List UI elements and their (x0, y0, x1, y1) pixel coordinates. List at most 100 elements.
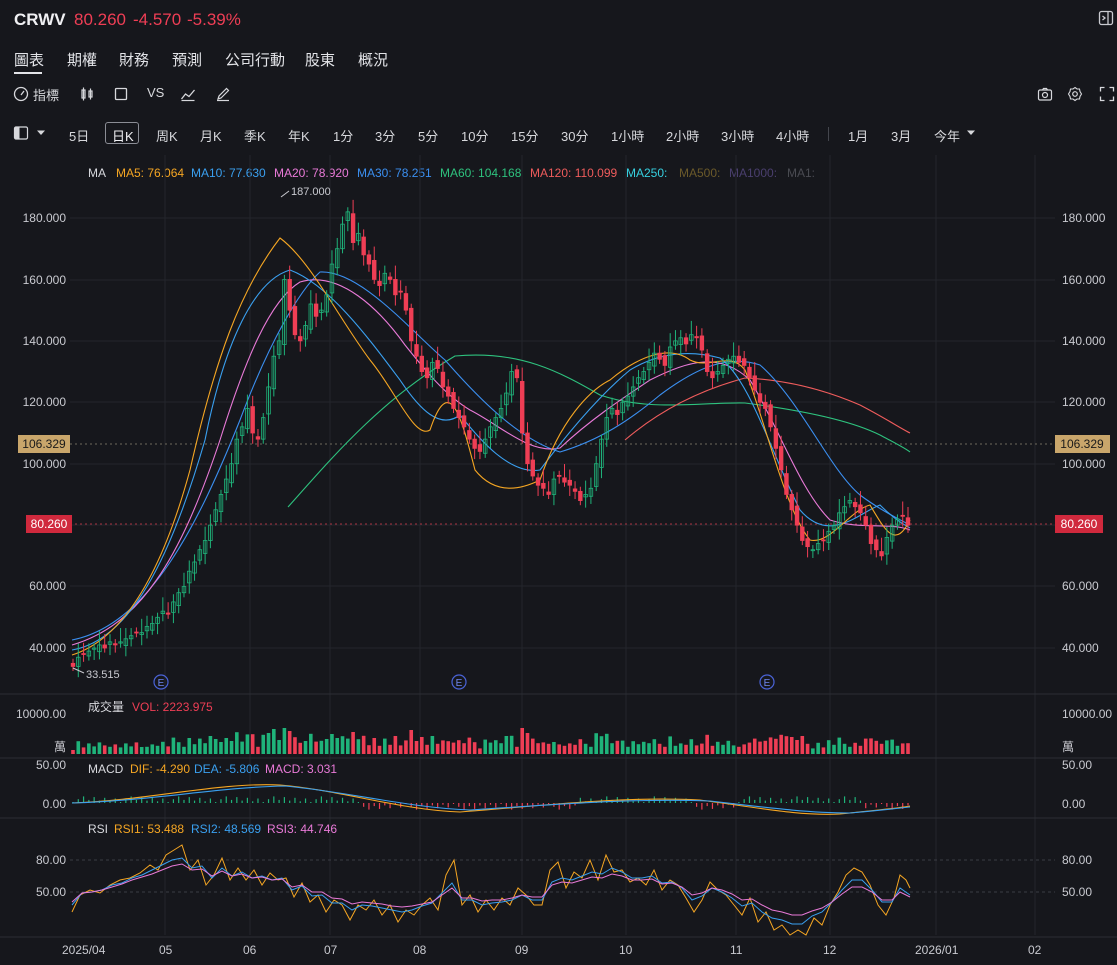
tab-chart[interactable]: 圖表 (14, 52, 45, 69)
volume-bar (456, 740, 461, 754)
candle-body (630, 386, 636, 397)
volume-bar (213, 739, 218, 754)
price-tick-60-right: 60.000 (1062, 579, 1099, 593)
volume-bar (837, 737, 842, 754)
tf-1min[interactable]: 1分 (333, 129, 354, 144)
fullscreen-icon[interactable] (1099, 86, 1115, 102)
candle-body (874, 539, 879, 551)
candle-body (160, 610, 166, 615)
range-dropdown-chevron-icon[interactable] (966, 130, 976, 136)
volume-bar (76, 741, 81, 754)
price-tick-140: 140.000 (23, 334, 67, 348)
earnings-marker-1[interactable]: E (153, 674, 169, 690)
tab-options[interactable]: 期權 (67, 52, 98, 69)
collapse-panel-icon[interactable] (1098, 10, 1114, 26)
candle-body (292, 306, 298, 336)
tab-corporate-actions[interactable]: 公司行動 (225, 52, 286, 69)
tab-shareholders[interactable]: 股東 (305, 52, 336, 69)
chart-area[interactable]: 180.000 160.000 140.000 120.000 100.000 … (0, 150, 1117, 965)
tf-year[interactable]: 年K (288, 129, 310, 144)
macd-bar (304, 798, 307, 803)
tab-overview[interactable]: 概況 (358, 52, 389, 69)
rectangle-tool-icon[interactable] (113, 86, 129, 102)
macd-bar (780, 798, 782, 803)
tf-15min[interactable]: 15分 (511, 129, 539, 144)
earnings-marker-2[interactable]: E (451, 674, 467, 690)
volume-bar (441, 740, 445, 754)
layout-panel-icon[interactable] (13, 125, 29, 141)
macd-bar (146, 800, 148, 803)
candle-body (636, 377, 641, 384)
candle-body (895, 518, 900, 526)
volume-bar (573, 744, 577, 754)
macd-bar (907, 803, 909, 806)
candle-body (493, 417, 498, 431)
earnings-marker-3[interactable]: E (759, 674, 775, 690)
tf-1m-range[interactable]: 1月 (848, 129, 869, 144)
volume-bar (700, 743, 704, 754)
volume-bar (372, 738, 377, 754)
macd-bar (352, 798, 354, 803)
candle-body (800, 526, 805, 541)
candle-body (541, 482, 546, 489)
layout-dropdown-chevron-icon[interactable] (36, 130, 46, 136)
tf-30min[interactable]: 30分 (561, 129, 589, 144)
volume-bar (472, 742, 477, 754)
tf-5d[interactable]: 5日 (69, 129, 90, 144)
price-tick-120: 120.000 (23, 395, 67, 409)
tab-financials[interactable]: 財務 (119, 52, 150, 69)
tf-3min[interactable]: 3分 (375, 129, 396, 144)
volume-bar (208, 736, 213, 754)
volume-bar (879, 743, 884, 754)
macd-bar (468, 803, 470, 807)
tf-10min[interactable]: 10分 (461, 129, 489, 144)
drawing-chart-icon[interactable] (180, 86, 196, 102)
macd-bar (859, 800, 862, 803)
pen-draw-icon[interactable] (215, 86, 231, 102)
volume-bar (166, 746, 170, 754)
macd-bar (706, 803, 708, 807)
candle-body (165, 612, 171, 615)
tf-2h[interactable]: 2小時 (666, 129, 700, 144)
macd-bar (426, 803, 428, 809)
macd-bar (278, 799, 280, 803)
macd-bar (442, 803, 444, 805)
tf-3m-range[interactable]: 3月 (891, 129, 912, 144)
candle-body (652, 352, 657, 367)
tf-week[interactable]: 周K (156, 129, 178, 144)
volume-bars (71, 728, 910, 754)
macd-bar (82, 796, 85, 803)
volume-bar (161, 741, 165, 754)
indicator-gauge-icon[interactable] (13, 86, 29, 102)
tf-month[interactable]: 月K (200, 129, 222, 144)
tf-4h[interactable]: 4小時 (776, 129, 810, 144)
compare-vs-button[interactable]: VS (147, 85, 165, 100)
volume-bar (721, 744, 725, 754)
macd-bar (320, 796, 322, 803)
candle-body (768, 404, 773, 428)
tf-3h[interactable]: 3小時 (721, 129, 755, 144)
macd-bar (241, 800, 243, 803)
tab-forecast[interactable]: 預測 (172, 52, 203, 69)
price-tick-120-right: 120.000 (1062, 395, 1106, 409)
macd-bar (489, 803, 492, 805)
tf-5min[interactable]: 5分 (418, 129, 439, 144)
tf-ytd-range[interactable]: 今年 (934, 129, 961, 144)
candle-body (282, 279, 287, 345)
xaxis-label-10: 02 (1028, 943, 1042, 957)
tf-day[interactable]: 日K (112, 129, 134, 144)
indicators-button[interactable]: 指標 (33, 88, 60, 103)
volume-bar (335, 738, 340, 754)
macd-bar (828, 798, 830, 803)
settings-gear-icon[interactable] (1067, 86, 1083, 102)
candle-body (208, 524, 213, 541)
volume-bar (319, 740, 324, 754)
tf-1h[interactable]: 1小時 (611, 129, 645, 144)
price-tick-40-right: 40.000 (1062, 641, 1099, 655)
candlestick-type-icon[interactable] (79, 86, 95, 102)
camera-screenshot-icon[interactable] (1037, 86, 1053, 102)
candle-body (224, 478, 229, 493)
tf-quarter[interactable]: 季K (244, 129, 266, 144)
macd-bar (690, 802, 692, 803)
volume-bar (805, 743, 810, 754)
